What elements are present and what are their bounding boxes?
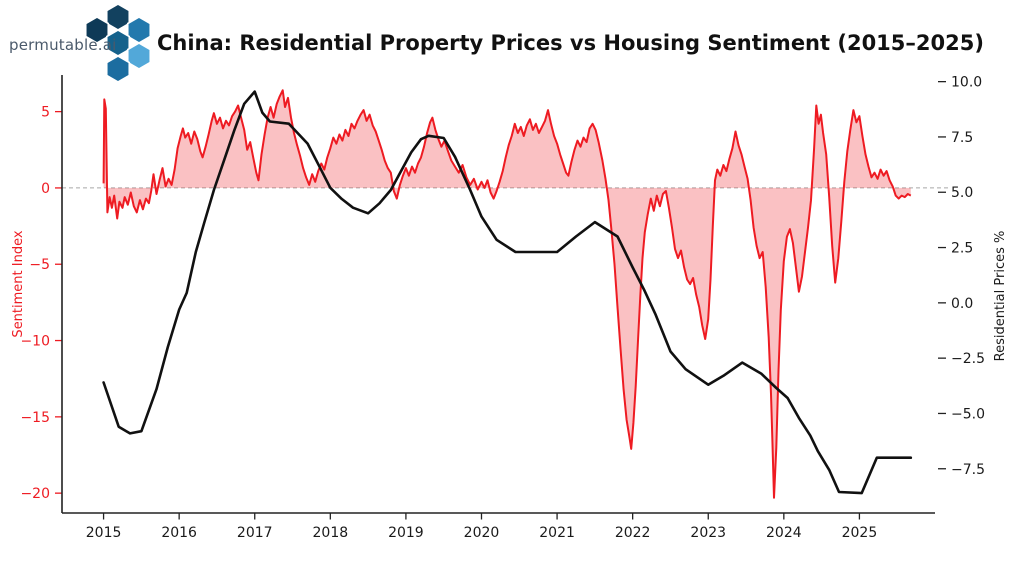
x-tick-label: 2021 [539,525,575,541]
right-tick-label: −7.5 [951,462,985,478]
logo-hexagon-icon [126,42,152,70]
x-tick-label: 2018 [313,525,349,541]
page-title: China: Residential Property Prices vs Ho… [157,31,984,55]
logo-hexagon-icon [105,55,131,82]
logo-hexagon-icon [84,16,110,44]
x-tick-label: 2022 [615,525,651,541]
x-tick-label: 2016 [161,525,197,541]
sentiment-line [102,89,912,499]
logo-text: permutable.ai [9,36,117,54]
right-tick-label: 5.0 [951,185,973,201]
right-tick-label: 0.0 [951,296,973,312]
x-tick-label: 2024 [766,525,802,541]
right-tick-label: −2.5 [951,351,985,367]
residential-prices-line [102,90,913,495]
x-tick-label: 2025 [842,525,878,541]
left-tick-label: 0 [41,181,50,197]
x-tick-label: 2023 [690,525,726,541]
x-tick-label: 2017 [237,525,273,541]
sentiment-area-fill [103,90,911,498]
right-tick-label: 10.0 [951,75,982,91]
left-tick-label: −10 [20,334,50,350]
right-tick-label: 7.5 [951,130,973,146]
left-tick-label: −5 [29,257,50,273]
x-tick-label: 2015 [86,525,122,541]
right-tick-label: −5.0 [951,406,985,422]
left-tick-label: −15 [20,410,50,426]
plot-area: 2015 2016 2017 2018 2019 2020 2021 2022 2023 2024… [20,75,985,541]
left-tick-label: 5 [41,105,50,121]
x-tick-label: 2020 [464,525,500,541]
left-tick-label: −20 [20,486,50,502]
right-axis-title: Residential Prices % [993,231,1008,362]
right-tick-label: 2.5 [951,241,973,257]
left-axis-title: Sentiment Index [11,230,26,337]
x-tick-label: 2019 [388,525,424,541]
permutable-logo-icon [84,3,152,82]
